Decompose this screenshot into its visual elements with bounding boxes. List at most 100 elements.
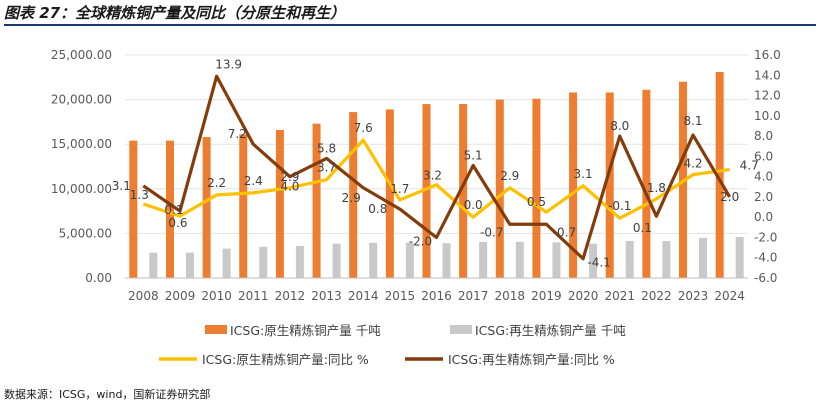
y-left-tick-label: 5,000.00 [59,226,112,240]
x-tick-label: 2010 [201,289,232,303]
y-left-tick-label: 20,000.00 [51,93,112,107]
x-tick-label: 2020 [568,289,599,303]
bar-secondary [185,252,194,278]
bar-secondary [625,240,634,278]
primary-yoy-data-label: 2.9 [500,169,519,183]
y-right-tick-label: 8.0 [754,129,773,143]
recycled-yoy-data-label: 8.1 [683,114,702,128]
primary-yoy-data-label: 7.6 [354,121,373,135]
y-left-tick-label: 10,000.00 [51,182,112,196]
recycled-yoy-data-label: 2.9 [342,191,361,205]
primary-yoy-data-label: 2.2 [207,176,226,190]
bar-primary [715,71,724,278]
legend-entry: ICSG:原生精炼铜产量 千吨 [230,323,381,338]
copy-production-chart: 0.00 5,000.00 10,000.00 15,000.00 20,000.00 2… [51,48,781,367]
bar-primary [239,134,248,278]
primary-yoy-data-label: 2.9 [280,170,299,184]
bar-primary [422,104,431,278]
primary-yoy-data-label: -0.1 [608,199,631,213]
bar-primary [605,92,614,279]
x-tick-label: 2015 [385,289,416,303]
source-note: 数据来源：ICSG，wind，国新证券研究部 [4,388,211,401]
bar-primary [532,98,541,278]
x-tick-label: 2009 [165,289,196,303]
recycled-yoy-data-label: 4.0 [280,180,299,194]
data-labels: 1.3 0.1 2.2 2.4 2.9 3.7 7.6 1.7 3.2 0.0 2.9 0.5 3.1 -… [112,57,759,269]
y-right-tick-label: 6.0 [754,149,773,163]
x-tick-label: 2022 [641,289,672,303]
legend-swatch [450,325,472,334]
primary-yoy-data-label: 0.5 [527,195,546,209]
bar-primary [165,140,174,278]
y-right-tick-label: 12.0 [754,89,781,103]
primary-yoy-line [142,138,730,220]
primary-yoy-data-label: 1.3 [130,188,149,202]
bar-primary [569,92,578,279]
primary-yoy-data-label: 2.4 [244,174,263,188]
y-right-tick-label: -2.0 [754,230,777,244]
y-right-tick-label: 2.0 [754,190,773,204]
bar-primary [275,129,284,278]
recycled-yoy-data-label: -4.1 [587,256,610,270]
recycled-yoy-data-label: -0.7 [553,225,576,239]
bar-secondary [332,243,341,278]
bar-primary [129,140,138,278]
chart-title: 图表 27：全球精炼铜产量及同比（分原生和再生） [4,4,346,22]
legend-entry: ICSG:再生精炼铜产量 千吨 [475,323,626,338]
y-right-tick-label: 16.0 [754,48,781,62]
bar-secondary [552,242,561,278]
y-right-tick-label: 0.0 [754,210,773,224]
primary-yoy-data-label: 3.2 [423,169,442,183]
primary-yoy-data-label: 0.1 [164,203,183,217]
line-series [142,74,732,261]
primary-yoy-data-label: 4.7 [740,159,759,173]
primary-yoy-data-label: 0.0 [464,198,483,212]
recycled-yoy-data-label: 5.1 [464,148,483,162]
bar-secondary [699,237,708,278]
legend-swatch [205,325,227,334]
primary-yoy-data-label: 4.2 [683,157,702,171]
title-divider [4,24,816,26]
bar-secondary [515,241,524,278]
primary-yoy-data-label: 3.7 [317,161,336,175]
bar-secondary [222,248,231,278]
bar-secondary [735,236,744,278]
legend-entry: ICSG:再生精炼铜产量:同比 % [448,352,615,367]
x-tick-label: 2013 [311,289,342,303]
bar-secondary [149,252,158,278]
bar-primary [459,104,468,278]
bar-primary [495,99,504,278]
x-tick-label: 2008 [128,289,159,303]
bar-secondary [479,241,488,278]
x-tick-label: 2017 [458,289,489,303]
y-right-tick-label: 4.0 [754,170,773,184]
legend-entry: ICSG:原生精炼铜产量:同比 % [202,352,369,367]
x-tick-label: 2024 [714,289,745,303]
recycled-yoy-data-label: 0.6 [168,216,187,230]
primary-yoy-data-label: 1.8 [647,181,666,195]
primary-yoy-data-label: 3.1 [574,167,593,181]
bar-secondary [259,246,268,278]
bar-secondary [589,243,598,278]
x-tick-label: 2011 [238,289,269,303]
y-left-tick-label: 15,000.00 [51,137,112,151]
x-tick-label: 2012 [275,289,306,303]
bar-series [129,71,744,279]
recycled-yoy-data-label: 0.1 [633,221,652,235]
recycled-yoy-data-label: 8.0 [610,119,629,133]
bar-secondary [662,240,671,278]
recycled-yoy-data-label: -0.7 [480,225,503,239]
y-right-tick-label: -6.0 [754,271,777,285]
bar-secondary [442,243,451,278]
bar-primary [202,137,211,278]
recycled-yoy-data-label: 2.0 [720,190,739,204]
recycled-yoy-data-label: 13.9 [215,57,242,71]
y-right-tick-label: 14.0 [754,68,781,82]
legend: ICSG:原生精炼铜产量 千吨 ICSG:再生精炼铜产量 千吨 ICSG:原生精炼铜… [159,323,626,367]
y-right-tick-label: -4.0 [754,251,777,265]
recycled-yoy-data-label: 0.8 [368,202,387,216]
x-tick-label: 2016 [421,289,452,303]
bar-secondary [369,242,378,278]
y-right-tick-label: 10.0 [754,109,781,123]
recycled-yoy-data-label: 7.2 [228,127,247,141]
